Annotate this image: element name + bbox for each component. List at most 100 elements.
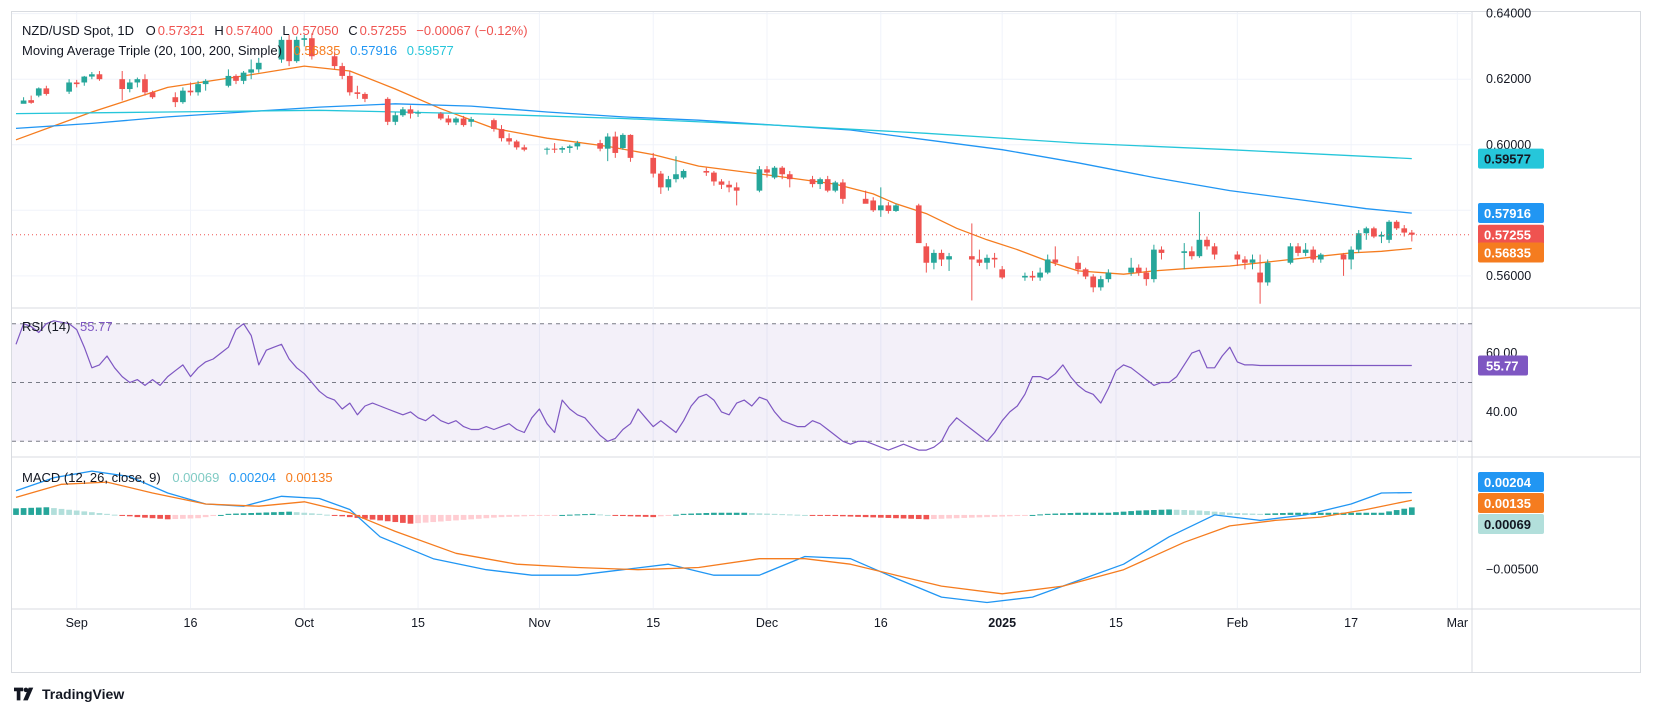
candle-body bbox=[278, 39, 285, 60]
candle-body bbox=[1105, 272, 1112, 280]
macd-histogram-bar bbox=[202, 514, 209, 518]
macd-histogram-bar bbox=[491, 514, 497, 518]
tradingview-branding[interactable]: TradingView bbox=[14, 686, 124, 702]
candle-body bbox=[597, 143, 603, 149]
macd-histogram-bar bbox=[1014, 514, 1021, 517]
macd-histogram-bar bbox=[1181, 510, 1188, 515]
candle-body bbox=[187, 90, 194, 93]
candle-body bbox=[354, 92, 361, 94]
macd-histogram-bar bbox=[779, 514, 786, 516]
macd-histogram-bar bbox=[377, 514, 383, 521]
macd-histogram-bar bbox=[1242, 513, 1248, 515]
candle-body bbox=[202, 80, 209, 85]
candle-body bbox=[733, 187, 740, 191]
macd-histogram-bar bbox=[604, 514, 611, 516]
candle-body bbox=[711, 172, 717, 182]
candle-body bbox=[407, 109, 414, 114]
candle-body bbox=[73, 82, 80, 85]
candle-body bbox=[1037, 272, 1043, 278]
price-tick-label: 0.60000 bbox=[1486, 138, 1531, 152]
macd-histogram-bar bbox=[893, 514, 899, 519]
macd-histogram-bar bbox=[301, 512, 308, 515]
macd-histogram-bar bbox=[346, 514, 353, 518]
macd-histogram-bar bbox=[1173, 509, 1180, 515]
candle-body bbox=[498, 129, 505, 139]
macd-histogram-bar bbox=[157, 514, 163, 519]
macd-histogram-bar bbox=[195, 514, 201, 519]
macd-legend: MACD (12, 26, close, 9) 0.00069 0.00204 … bbox=[22, 470, 335, 485]
candle-body bbox=[991, 257, 998, 260]
candle-body bbox=[817, 179, 823, 185]
macd-histogram-bar bbox=[733, 512, 740, 515]
candle-body bbox=[1371, 228, 1377, 237]
hist-badge: 0.00069 bbox=[1484, 517, 1531, 532]
macd-histogram-bar bbox=[999, 514, 1006, 517]
candle-body bbox=[1295, 246, 1301, 253]
candle-body bbox=[984, 257, 990, 263]
candle-body bbox=[400, 109, 406, 116]
macd-histogram-bar bbox=[66, 509, 72, 515]
macd-histogram-bar bbox=[240, 513, 247, 515]
candle-body bbox=[513, 141, 520, 148]
macd-histogram-bar bbox=[1355, 512, 1362, 515]
rsi-legend-value: 55.77 bbox=[80, 319, 113, 334]
candle-body bbox=[1408, 232, 1415, 235]
macd-histogram-bar bbox=[764, 513, 770, 515]
candle-body bbox=[346, 75, 353, 93]
candle-body bbox=[1363, 228, 1370, 234]
candle-body bbox=[999, 269, 1006, 278]
candle-body bbox=[976, 259, 983, 263]
macd-histogram-bar bbox=[271, 512, 277, 515]
rsi-badge-bg bbox=[1478, 355, 1528, 376]
candle-body bbox=[89, 74, 95, 77]
macd-histogram-bar bbox=[415, 514, 421, 524]
macd-histogram-bar bbox=[809, 514, 816, 516]
x-tick-label: Dec bbox=[756, 616, 778, 630]
candle-body bbox=[1022, 275, 1028, 278]
candle-body bbox=[1158, 249, 1165, 253]
candle-body bbox=[673, 174, 679, 180]
macd-label[interactable]: MACD (12, 26, close, 9) bbox=[22, 470, 161, 485]
macd-histogram-bar bbox=[703, 513, 710, 515]
macd-histogram-bar bbox=[1257, 513, 1263, 515]
x-tick-label: 15 bbox=[646, 616, 660, 630]
ma200-line bbox=[15, 109, 1412, 160]
candle-body bbox=[240, 72, 247, 81]
macd-histogram-bar bbox=[1272, 513, 1279, 515]
macd-histogram-bar bbox=[559, 514, 566, 516]
macd-histogram-bar bbox=[650, 514, 657, 518]
ma100-value: 0.57916 bbox=[350, 43, 398, 58]
rsi-label[interactable]: RSI (14) bbox=[22, 319, 71, 334]
symbol-label[interactable]: NZD/USD Spot, 1D bbox=[22, 23, 134, 38]
candle-body bbox=[832, 182, 839, 191]
macd-histogram-bar bbox=[331, 514, 338, 516]
candle-body bbox=[703, 170, 710, 173]
candle-body bbox=[1317, 254, 1324, 260]
candle-body bbox=[392, 115, 399, 122]
candle-body bbox=[1264, 262, 1271, 283]
macd-histogram-bar bbox=[1264, 513, 1271, 515]
tradingview-name: TradingView bbox=[42, 686, 125, 702]
ma-label[interactable]: Moving Average Triple (20, 100, 200, Sim… bbox=[22, 43, 282, 58]
macd-histogram-bar bbox=[233, 513, 239, 515]
price-tick-label: 0.62000 bbox=[1486, 72, 1531, 86]
candle-body bbox=[862, 198, 869, 204]
macd-histogram-bar bbox=[1075, 512, 1081, 515]
macd-histogram-bar bbox=[1151, 510, 1157, 515]
candle-body bbox=[665, 179, 672, 188]
candle-body bbox=[331, 56, 338, 67]
ma20-badge-bg bbox=[1478, 242, 1544, 263]
macd-histogram-bar bbox=[506, 514, 512, 517]
candle-body bbox=[877, 205, 884, 211]
macd-histogram-bar bbox=[582, 514, 588, 516]
macd-histogram-bar bbox=[657, 514, 664, 517]
macd-histogram-bar bbox=[1348, 512, 1354, 515]
tradingview-logo-icon bbox=[14, 687, 34, 701]
macd-histogram-bar bbox=[847, 514, 854, 517]
macd-histogram-bar bbox=[726, 512, 732, 515]
candle-body bbox=[339, 66, 346, 76]
candle-body bbox=[1196, 239, 1203, 257]
x-tick-label: Sep bbox=[66, 616, 88, 630]
macd-histogram-bar bbox=[445, 514, 452, 521]
